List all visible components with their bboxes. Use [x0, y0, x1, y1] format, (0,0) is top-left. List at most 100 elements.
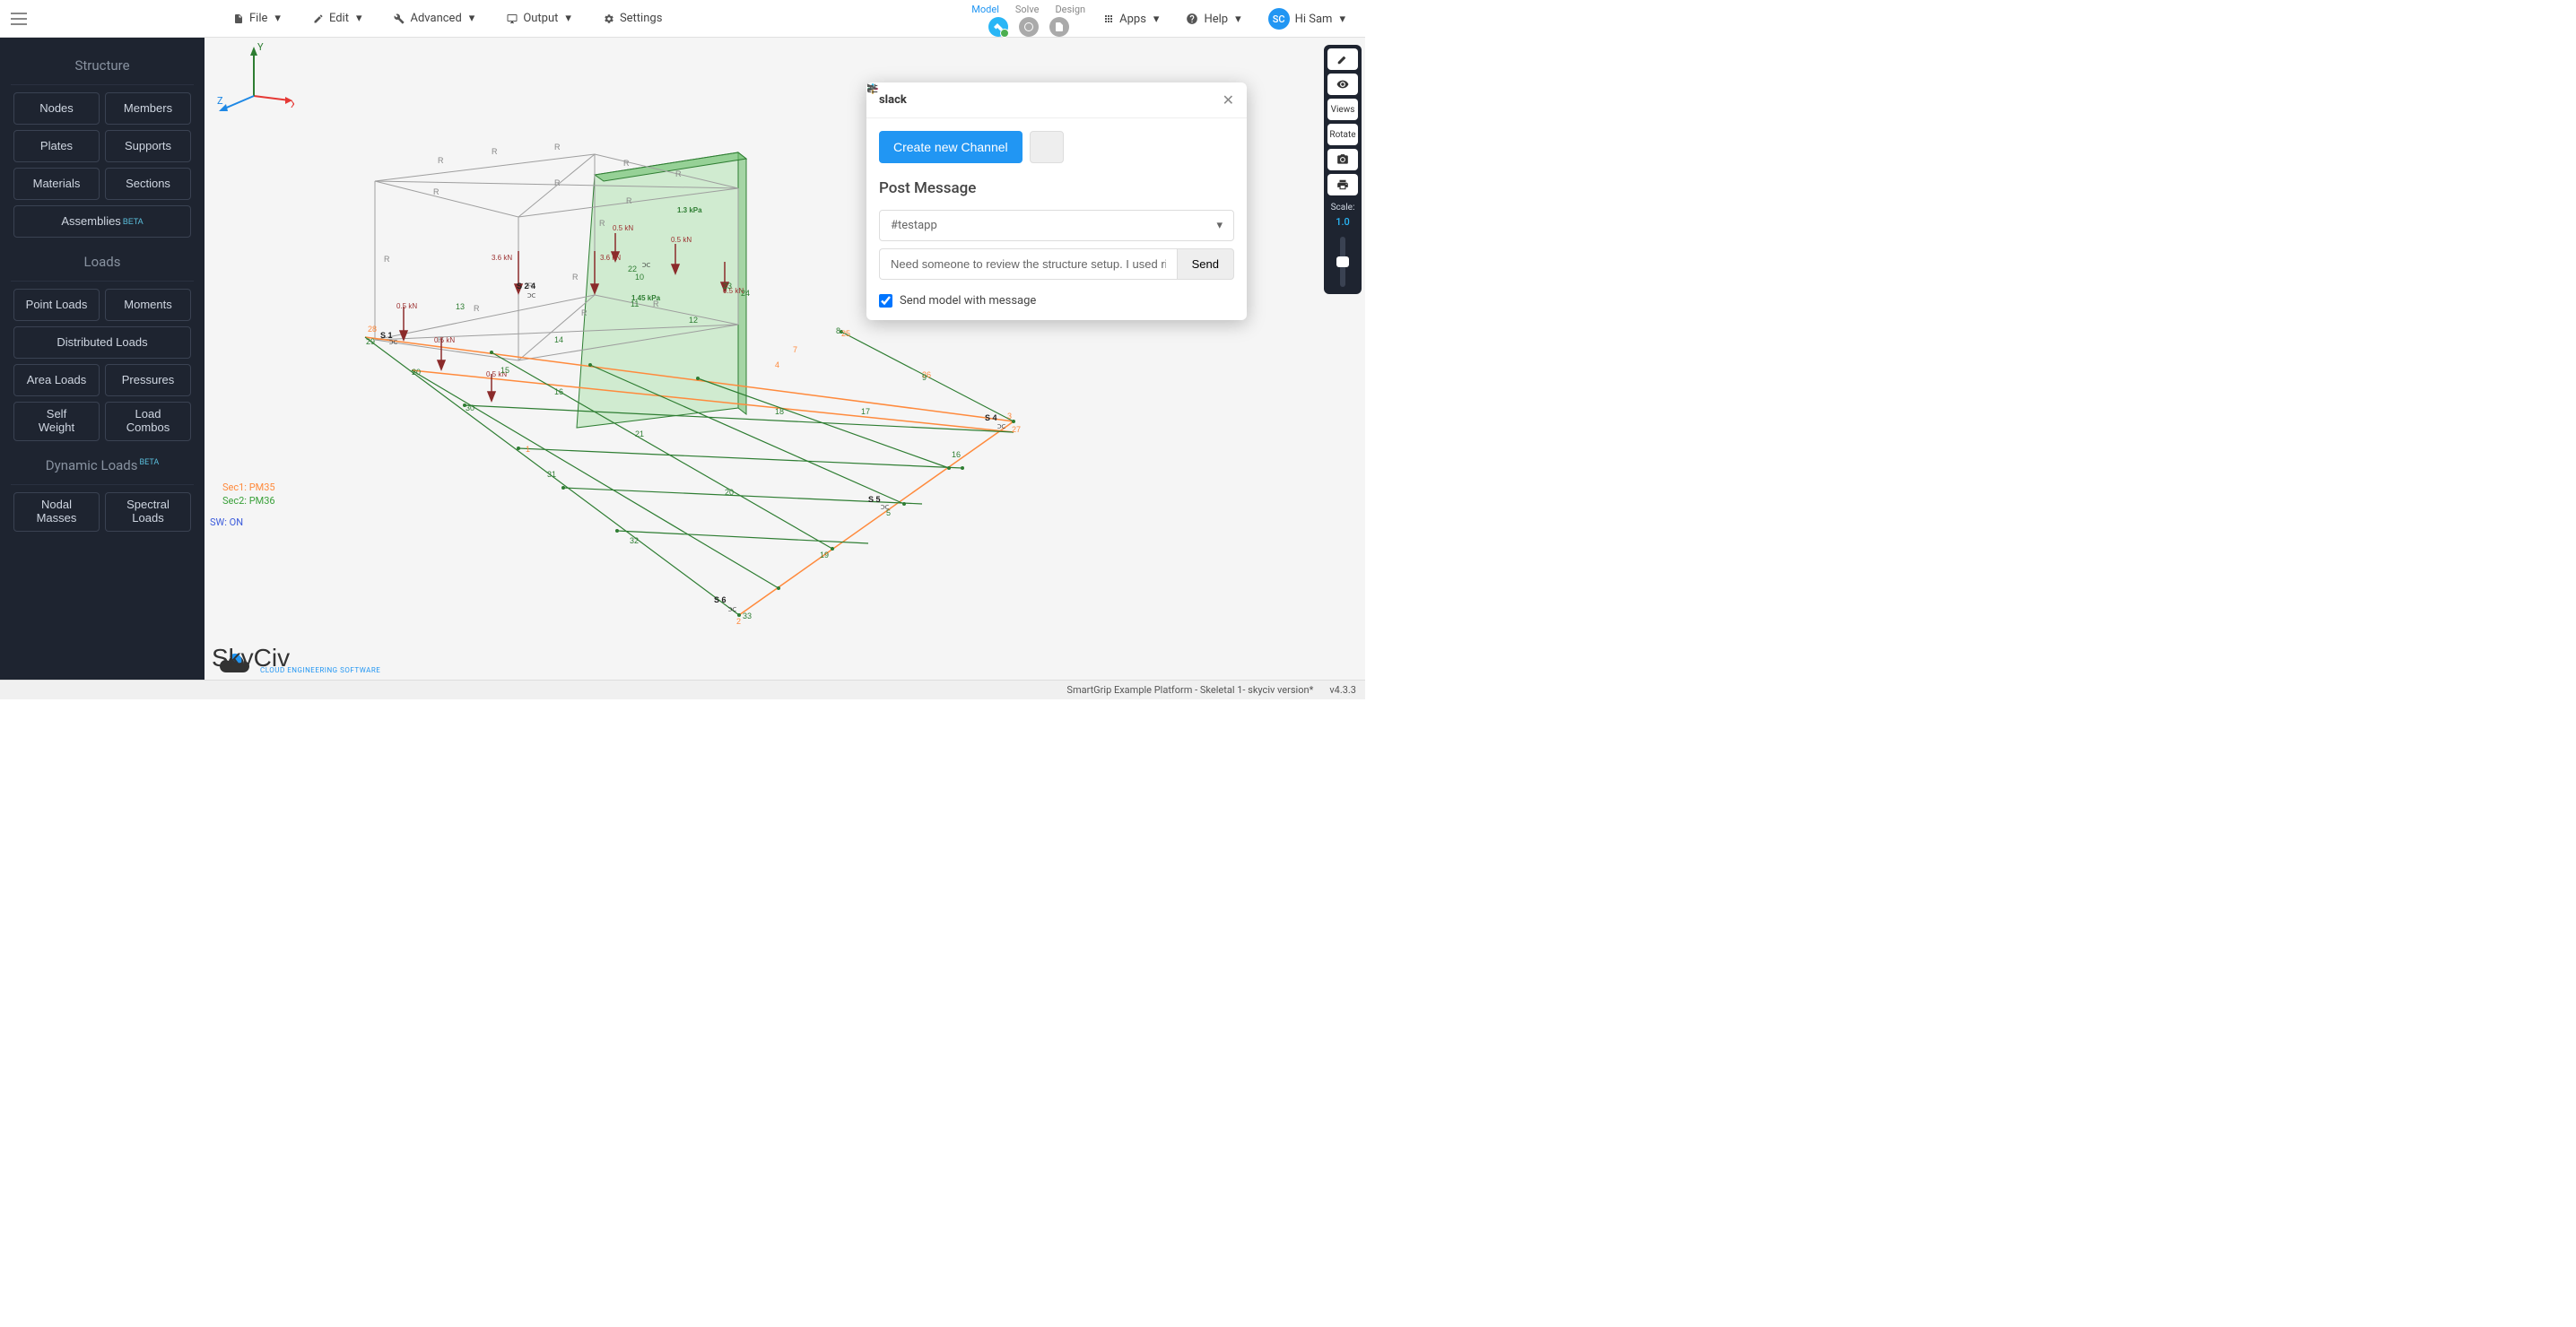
svg-text:30: 30 — [466, 403, 474, 412]
nodal-masses-button[interactable]: Nodal Masses — [13, 492, 100, 532]
user-menu[interactable]: SC Hi Sam ▾ — [1259, 3, 1354, 35]
tab-model[interactable]: Model — [971, 4, 999, 15]
structure-heading: Structure — [11, 57, 194, 74]
visibility-tool[interactable] — [1327, 74, 1358, 95]
area-loads-button[interactable]: Area Loads — [13, 364, 100, 396]
moments-button[interactable]: Moments — [105, 289, 191, 321]
svg-text:29: 29 — [366, 337, 375, 346]
chevron-down-icon: ▾ — [469, 12, 475, 25]
svg-text:15: 15 — [500, 366, 509, 375]
svg-text:0.5 kN: 0.5 kN — [396, 302, 417, 310]
settings-icon-button[interactable] — [1030, 131, 1064, 163]
svg-text:21: 21 — [635, 429, 644, 438]
sections-button[interactable]: Sections — [105, 168, 191, 200]
svg-text:3: 3 — [1007, 412, 1012, 421]
settings-menu[interactable]: Settings — [587, 3, 678, 34]
topbar-right: Model Solve Design Apps ▾ Help ▾ SC Hi S… — [971, 0, 1354, 38]
load-combos-button[interactable]: Load Combos — [105, 402, 191, 441]
supports-button[interactable]: Supports — [105, 130, 191, 162]
loads-heading: Loads — [11, 254, 194, 270]
slider-thumb[interactable] — [1336, 256, 1349, 267]
tab-solve[interactable]: Solve — [1015, 4, 1040, 15]
point-loads-button[interactable]: Point Loads — [13, 289, 100, 321]
svg-text:24: 24 — [741, 289, 750, 298]
pencil-tool[interactable] — [1327, 48, 1358, 70]
create-channel-button[interactable]: Create new Channel — [879, 131, 1023, 163]
svg-text:R: R — [599, 219, 605, 228]
send-model-checkbox-row[interactable]: Send model with message — [879, 294, 1234, 308]
self-weight-indicator: SW: ON — [210, 516, 243, 528]
apps-menu[interactable]: Apps ▾ — [1094, 7, 1168, 31]
svg-text:0.5 kN: 0.5 kN — [671, 236, 692, 244]
advanced-menu[interactable]: Advanced ▾ — [378, 3, 491, 34]
assemblies-button[interactable]: AssembliesBETA — [13, 205, 191, 238]
svg-text:R: R — [554, 178, 561, 187]
svg-text:4: 4 — [775, 360, 779, 369]
materials-button[interactable]: Materials — [13, 168, 100, 200]
logo-subtitle: CLOUD ENGINEERING SOFTWARE — [260, 666, 380, 674]
rotate-tool[interactable]: Rotate — [1327, 124, 1358, 145]
svg-text:16: 16 — [554, 387, 563, 396]
svg-text:3.6 kN: 3.6 kN — [600, 254, 621, 262]
message-input[interactable] — [879, 248, 1177, 280]
chevron-down-icon: ▾ — [274, 12, 281, 25]
scale-value: 1.0 — [1327, 216, 1358, 228]
camera-tool[interactable] — [1327, 149, 1358, 170]
chevron-down-icon: ▾ — [565, 12, 571, 25]
channel-select[interactable]: #testapp ▾ — [879, 210, 1234, 241]
hamburger-icon[interactable] — [0, 13, 38, 25]
svg-text:X: X — [291, 99, 294, 110]
slack-logo: slack — [879, 93, 907, 107]
svg-text:31: 31 — [547, 470, 556, 479]
solve-status-icon[interactable] — [1019, 17, 1039, 37]
svg-text:⫗: ⫗ — [642, 260, 650, 270]
svg-text:23: 23 — [723, 282, 732, 291]
views-tool[interactable]: Views — [1327, 99, 1358, 120]
advanced-label: Advanced — [410, 12, 461, 25]
design-status-icon[interactable] — [1049, 17, 1069, 37]
dynamic-heading: Dynamic LoadsBETA — [11, 457, 194, 473]
svg-text:11: 11 — [631, 299, 639, 308]
svg-text:S 5: S 5 — [868, 495, 881, 504]
model-status-icon[interactable] — [988, 17, 1008, 37]
edit-menu[interactable]: Edit ▾ — [297, 3, 379, 34]
svg-text:R: R — [581, 308, 587, 317]
svg-text:⫗: ⫗ — [728, 604, 736, 614]
svg-text:13: 13 — [456, 302, 465, 311]
footer-version: v4.3.3 — [1329, 684, 1356, 696]
nodes-button[interactable]: Nodes — [13, 92, 100, 125]
svg-text:0.5 kN: 0.5 kN — [613, 224, 633, 232]
svg-text:28: 28 — [368, 325, 377, 334]
svg-text:1.3 kPa: 1.3 kPa — [677, 206, 702, 214]
tab-design[interactable]: Design — [1055, 4, 1085, 15]
section-legend: Sec1: PM35 Sec2: PM36 — [222, 481, 275, 508]
svg-text:33: 33 — [743, 611, 752, 620]
pencil-icon — [313, 13, 324, 24]
close-icon[interactable]: ✕ — [1223, 91, 1234, 108]
svg-text:R: R — [438, 156, 444, 165]
help-menu[interactable]: Help ▾ — [1177, 7, 1249, 31]
svg-text:R: R — [492, 147, 498, 156]
model-canvas[interactable]: RRR RR RRR RRR RRR RR 3.6 kN 3.6 kN 0.5 … — [205, 38, 1365, 680]
members-button[interactable]: Members — [105, 92, 191, 125]
spectral-loads-button[interactable]: Spectral Loads — [105, 492, 191, 532]
mode-tabs: Model Solve Design — [971, 2, 1085, 37]
self-weight-button[interactable]: Self Weight — [13, 402, 100, 441]
file-menu[interactable]: File ▾ — [217, 3, 297, 34]
svg-text:⫗: ⫗ — [389, 337, 397, 347]
gear-icon — [604, 13, 614, 24]
print-tool[interactable] — [1327, 174, 1358, 195]
output-menu[interactable]: Output ▾ — [491, 3, 587, 34]
plates-button[interactable]: Plates — [13, 130, 100, 162]
chevron-down-icon: ▾ — [1339, 13, 1345, 26]
scale-slider[interactable] — [1340, 237, 1345, 287]
distributed-loads-button[interactable]: Distributed Loads — [13, 326, 191, 359]
channel-value: #testapp — [891, 219, 937, 232]
svg-text:25: 25 — [841, 329, 850, 338]
svg-text:1: 1 — [526, 445, 530, 454]
send-button[interactable]: Send — [1177, 248, 1234, 280]
send-model-checkbox[interactable] — [879, 294, 892, 308]
svg-text:19: 19 — [820, 551, 829, 559]
output-label: Output — [523, 12, 558, 25]
pressures-button[interactable]: Pressures — [105, 364, 191, 396]
